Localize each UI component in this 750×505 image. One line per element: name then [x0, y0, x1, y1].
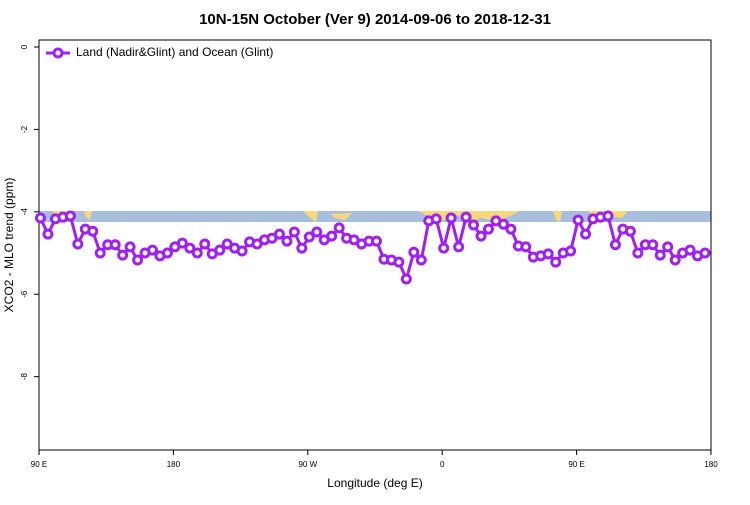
- data-point: [408, 246, 420, 258]
- data-point: [497, 218, 509, 230]
- data-point: [64, 210, 76, 222]
- data-point: [132, 254, 144, 266]
- x-tick-label: 90 E: [568, 460, 584, 469]
- data-point: [184, 242, 196, 254]
- data-point: [460, 211, 472, 223]
- data-point: [475, 230, 487, 242]
- data-point: [438, 242, 450, 254]
- y-tick-label: -8: [20, 373, 29, 381]
- y-tick-label: -6: [20, 290, 29, 298]
- y-tick-label: 0: [20, 44, 29, 49]
- data-point: [72, 238, 84, 250]
- surface-band: [39, 211, 711, 222]
- data-point: [669, 254, 681, 266]
- ocean-band: [39, 211, 711, 222]
- data-point: [468, 219, 480, 231]
- chart-title: 10N-15N October (Ver 9) 2014-09-06 to 20…: [199, 11, 551, 28]
- data-point: [87, 225, 99, 237]
- data-point: [684, 244, 696, 256]
- data-point: [236, 245, 248, 257]
- data-point: [505, 223, 517, 235]
- data-point: [550, 256, 562, 268]
- data-point: [161, 247, 173, 259]
- legend-label: Land (Nadir&Glint) and Ocean (Glint): [76, 45, 273, 59]
- data-point: [453, 241, 465, 253]
- data-point: [281, 235, 293, 247]
- x-tick-label: 0: [440, 460, 445, 469]
- data-point: [42, 228, 54, 240]
- data-point: [109, 239, 121, 251]
- data-point: [647, 239, 659, 251]
- data-point: [542, 248, 554, 260]
- x-tick-label: 180: [167, 460, 181, 469]
- data-point: [430, 213, 442, 225]
- data-point: [400, 273, 412, 285]
- data-point: [699, 247, 711, 259]
- data-point: [94, 247, 106, 259]
- plot-frame: [38, 39, 712, 451]
- data-point: [520, 241, 532, 253]
- data-point: [288, 226, 300, 238]
- data-point: [370, 235, 382, 247]
- data-point: [214, 244, 226, 256]
- data-point: [565, 245, 577, 257]
- data-point: [176, 237, 188, 249]
- x-tick-label: 90 W: [298, 460, 317, 469]
- data-point: [654, 249, 666, 261]
- y-axis-label: XCO2 - MLO trend (ppm): [2, 178, 16, 313]
- data-point: [415, 254, 427, 266]
- data-point: [146, 244, 158, 256]
- data-point: [445, 212, 457, 224]
- y-tick-label: -2: [20, 125, 29, 133]
- data-point: [482, 223, 494, 235]
- data-point: [326, 230, 338, 242]
- data-point: [393, 256, 405, 268]
- legend: Land (Nadir&Glint) and Ocean (Glint): [46, 45, 273, 59]
- data-point: [296, 242, 308, 254]
- data-point: [632, 247, 644, 259]
- data-point: [572, 214, 584, 226]
- y-tick-label: -4: [20, 208, 29, 216]
- x-tick-label: 90 E: [31, 460, 47, 469]
- data-point: [117, 249, 129, 261]
- data-point: [624, 225, 636, 237]
- data-point: [609, 239, 621, 251]
- data-point: [333, 222, 345, 234]
- x-tick-label: 180: [704, 460, 718, 469]
- legend-marker: [52, 47, 64, 59]
- data-point: [273, 228, 285, 240]
- data-point: [199, 238, 211, 250]
- x-axis-label: Longitude (deg E): [327, 476, 422, 490]
- data-point: [191, 247, 203, 259]
- land-patch: [52, 211, 628, 222]
- data-point: [34, 212, 46, 224]
- data-point: [311, 226, 323, 238]
- data-point: [662, 241, 674, 253]
- data-point: [303, 231, 315, 243]
- data-point: [124, 241, 136, 253]
- data-point: [602, 210, 614, 222]
- data-point: [580, 228, 592, 240]
